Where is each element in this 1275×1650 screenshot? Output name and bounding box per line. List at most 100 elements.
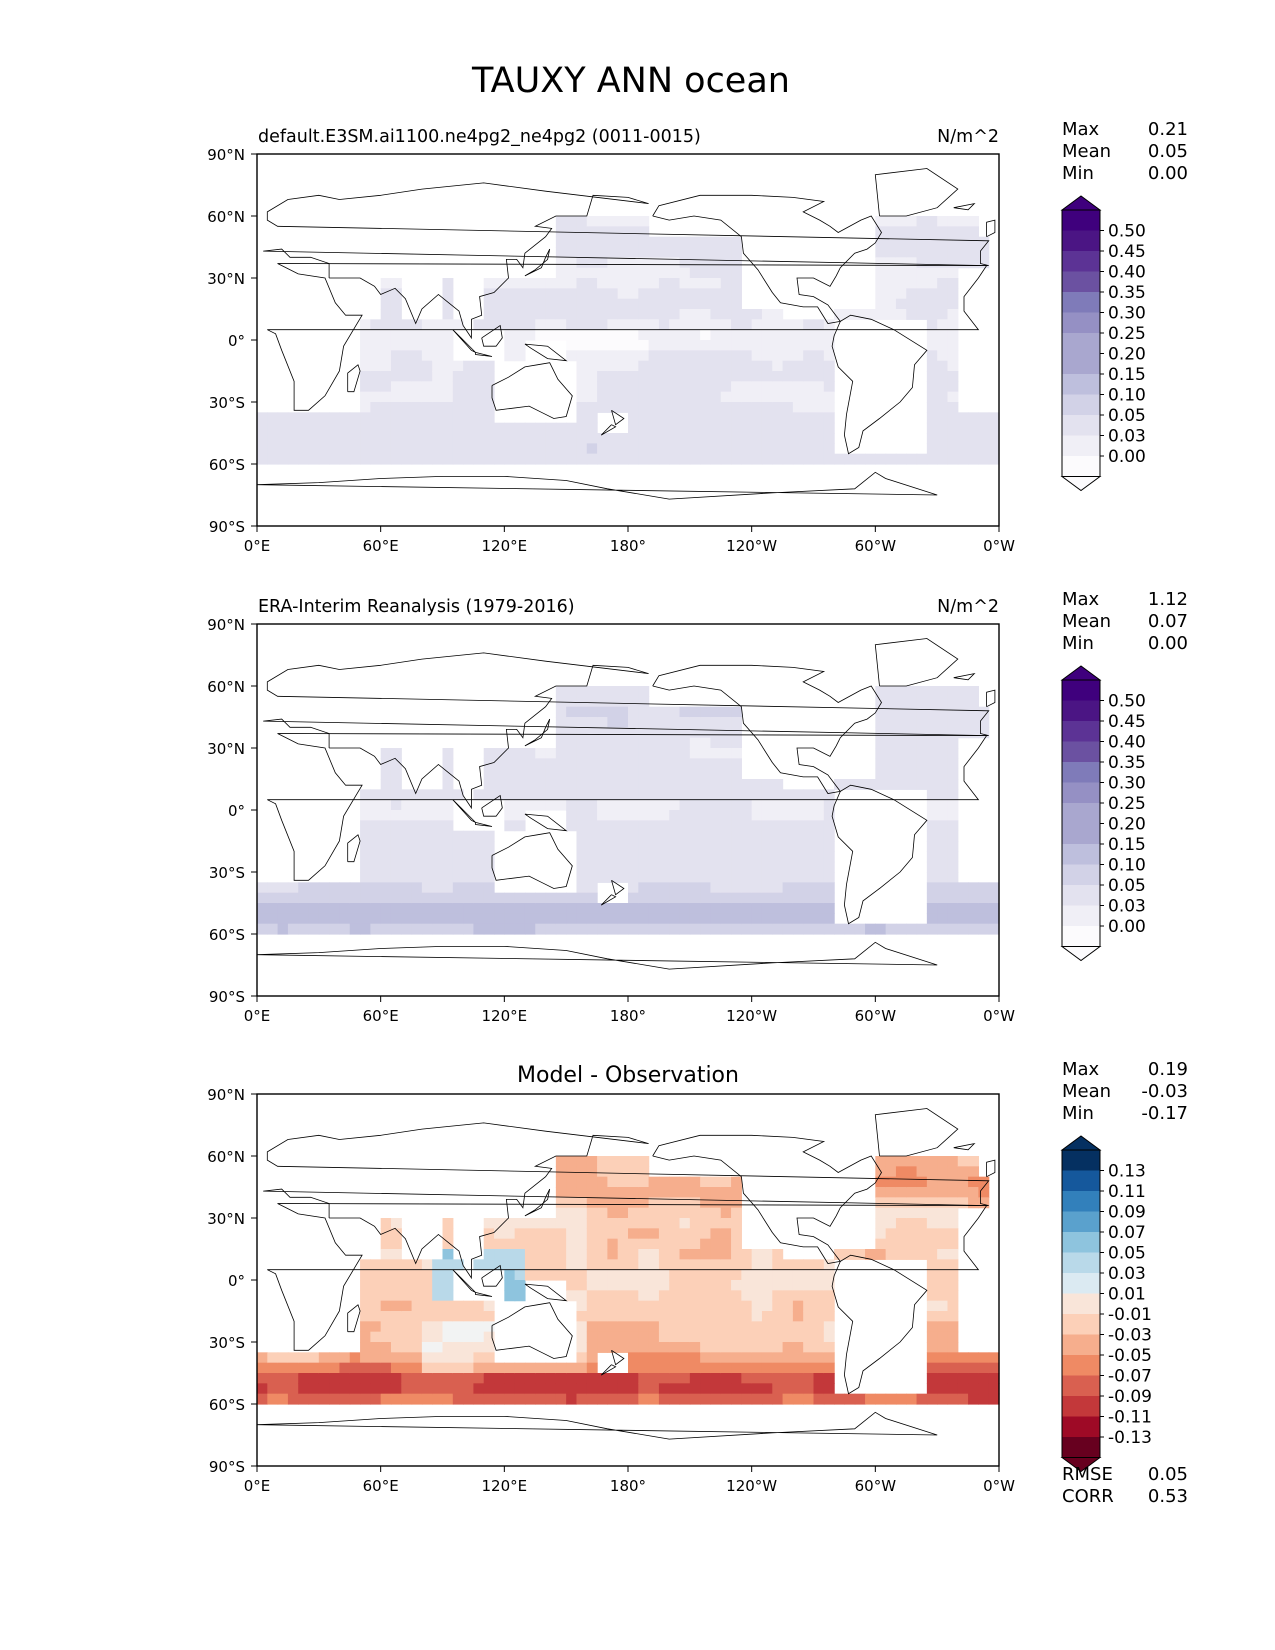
field-cell: [566, 737, 578, 749]
field-cell: [298, 412, 310, 424]
field-cell: [483, 443, 495, 455]
field-cell: [658, 309, 670, 320]
field-cell: [483, 1249, 495, 1260]
field-cell: [720, 913, 732, 925]
field-cell: [751, 1342, 763, 1353]
field-cell: [700, 412, 712, 424]
field-cell: [504, 1362, 516, 1374]
field-cell: [360, 422, 371, 434]
field-cell: [937, 1228, 949, 1240]
field-cell: [658, 779, 670, 790]
field-cell: [576, 247, 588, 258]
field-cell: [761, 1311, 773, 1322]
field-cell: [267, 422, 279, 434]
field-cell: [524, 799, 536, 811]
field-cell: [576, 360, 588, 372]
field-cell: [401, 391, 413, 403]
field-cell: [720, 433, 732, 444]
field-cell: [710, 789, 722, 801]
field-cell: [895, 247, 907, 258]
field-cell: [617, 810, 629, 821]
field-cell: [628, 216, 639, 227]
field-cell: [916, 267, 928, 279]
field-cell: [700, 257, 712, 269]
field-cell: [761, 1300, 773, 1312]
field-cell: [545, 1238, 557, 1250]
field-cell: [937, 381, 949, 393]
field-cell: [926, 257, 938, 269]
field-cell: [597, 1383, 608, 1395]
colorbar-tick-label: 0.07: [1108, 1223, 1146, 1243]
field-cell: [607, 1393, 619, 1405]
field-cell: [669, 1383, 681, 1395]
colorbar-tick-label: 0.09: [1108, 1203, 1146, 1223]
field-cell: [813, 443, 825, 455]
field-cell: [679, 1207, 691, 1219]
field-cell: [906, 226, 918, 238]
field-cell: [968, 1187, 979, 1198]
field-cell: [380, 810, 392, 821]
field-cell: [679, 923, 691, 935]
field-cell: [504, 1269, 516, 1281]
field-cell: [421, 433, 433, 444]
field-cell: [380, 433, 392, 444]
field-cell: [576, 1300, 588, 1312]
field-cell: [452, 1300, 464, 1312]
field-cell: [349, 882, 361, 894]
field-cell: [524, 903, 536, 914]
field-cell: [720, 267, 732, 279]
field-cell: [772, 830, 784, 842]
field-cell: [700, 1218, 712, 1229]
field-cell: [700, 1331, 712, 1343]
field-cell: [988, 882, 1000, 894]
stat-label: Min: [1062, 1103, 1094, 1124]
field-cell: [483, 422, 495, 434]
field-cell: [669, 1373, 681, 1384]
field-cell: [597, 371, 608, 382]
field-cell: [937, 453, 949, 465]
field-cell: [916, 696, 928, 708]
field-cell: [545, 903, 557, 914]
field-cell: [731, 340, 742, 351]
field-cell: [926, 789, 938, 801]
field-cell: [926, 923, 938, 935]
field-cell: [576, 350, 588, 362]
field-cell: [390, 412, 402, 424]
field-cell: [535, 789, 547, 801]
field-cell: [257, 923, 268, 935]
field-cell: [823, 381, 835, 393]
field-cell: [669, 706, 681, 718]
field-cell: [720, 1249, 732, 1260]
field-cell: [514, 779, 526, 790]
field-cell: [720, 391, 732, 403]
field-cell: [442, 360, 454, 372]
field-cell: [597, 1331, 608, 1343]
field-cell: [916, 216, 928, 227]
field-cell: [895, 686, 907, 697]
field-cell: [689, 1352, 701, 1364]
field-cell: [792, 443, 804, 455]
field-cell: [514, 319, 526, 331]
coastline: [874, 168, 959, 217]
field-cell: [978, 257, 990, 269]
field-cell: [731, 1269, 742, 1281]
stat-value: 0.19: [1148, 1059, 1188, 1080]
field-cell: [834, 779, 846, 790]
field-cell: [576, 789, 588, 801]
field-cell: [360, 443, 371, 455]
field-cell: [978, 1352, 990, 1364]
field-cell: [452, 1342, 464, 1353]
field-cell: [628, 789, 639, 801]
coastline: [475, 1292, 493, 1297]
field-cell: [432, 319, 444, 331]
field-cell: [906, 686, 918, 697]
field-cell: [741, 1249, 753, 1260]
field-cell: [360, 371, 371, 382]
field-cell: [813, 360, 825, 372]
field-cell: [813, 1321, 825, 1333]
field-cell: [648, 727, 660, 739]
colorbar: 0.500.450.400.350.300.250.200.150.100.05…: [1060, 195, 1146, 492]
field-cell: [607, 1300, 619, 1312]
field-cell: [360, 892, 371, 904]
field-cell: [370, 872, 382, 883]
